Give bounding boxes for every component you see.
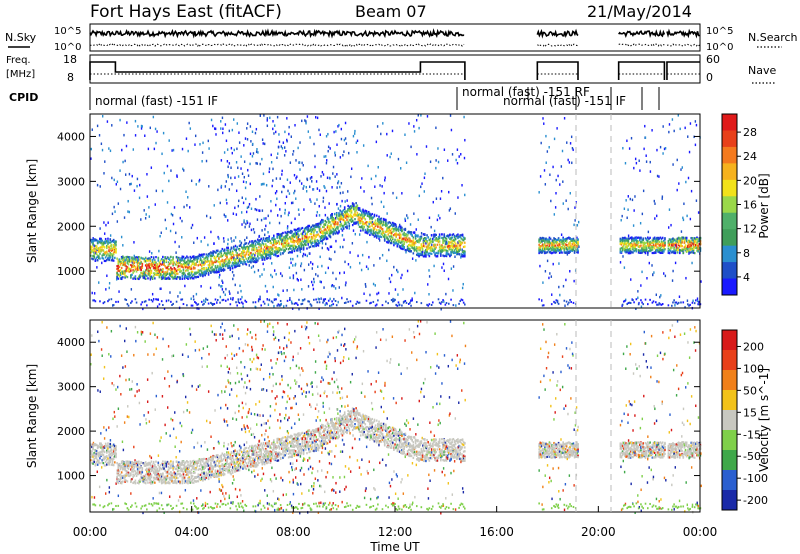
yaxis-tick-label: 3000 [57, 381, 85, 394]
time-tick-label: 00:00 [73, 525, 108, 539]
cpid-entry-3: normal (fast) -151 IF [503, 94, 626, 108]
nsky-trace [89, 28, 700, 39]
yaxis-tick-label: 2000 [57, 425, 85, 438]
freq-panel: Freq. [MHz] 18 8 60 0 Nave [6, 53, 776, 84]
colorbar-swatch [722, 163, 737, 181]
nsearch-label: N.Search [748, 31, 798, 44]
cpid-label: CPID [9, 91, 38, 104]
colorbar-tick-label: -100 [743, 472, 768, 485]
cpid-entry-2: normal (fast) -151 RF [462, 85, 590, 99]
velocity-heatmap-cells [90, 320, 702, 515]
noise-panel: N.Sky 10^5 10^0 10^5 10^0 N.Search [5, 23, 798, 53]
yaxis-tick-label: 4000 [57, 336, 85, 349]
yaxis-tick-label: 1000 [57, 265, 85, 278]
power-heatmap-cells [90, 114, 702, 311]
nave-label: Nave [748, 64, 776, 77]
nsky-tick-bottom: 10^0 [54, 42, 81, 53]
colorbar-tick-label: 8 [743, 247, 750, 260]
freq-panel-frame [89, 54, 701, 84]
colorbar-swatch [722, 212, 737, 230]
colorbar-swatch [722, 450, 737, 471]
colorbar-swatch [722, 245, 737, 263]
time-axis-label: Time UT [369, 540, 420, 554]
velocity-ylabel: Slant Range [km] [25, 364, 39, 468]
station-title: Fort Hays East (fitACF) [90, 2, 282, 22]
noise-panel-frame [89, 23, 701, 52]
colorbar-tick-label: 15 [743, 406, 757, 419]
cpid-row: CPID normal (fast) -151 IF normal (fast)… [9, 85, 660, 110]
colorbar-tick-label: 24 [743, 150, 757, 163]
time-tick-label: 20:00 [581, 525, 616, 539]
colorbar-swatch [722, 262, 737, 280]
colorbar-swatch [722, 350, 737, 371]
power-ylabel: Slant Range [km] [25, 159, 39, 263]
colorbar-tick-label: 28 [743, 126, 757, 139]
colorbar-tick-label: 20 [743, 174, 757, 187]
colorbar-swatch [722, 179, 737, 197]
time-tick-label: 08:00 [276, 525, 311, 539]
colorbar-swatch [722, 330, 737, 351]
colorbar-tick-label: 200 [743, 340, 764, 353]
nave-tick-bottom: 0 [706, 71, 713, 84]
colorbar-swatch [722, 130, 737, 148]
time-tick-label: 12:00 [378, 525, 413, 539]
yaxis-tick-label: 3000 [57, 175, 85, 188]
colorbar-swatch [722, 114, 737, 131]
nsearch-tick-top: 10^5 [706, 26, 733, 37]
colorbar-swatch [722, 390, 737, 411]
velocity-colorbar-label: Velocity [m s^-1] [757, 368, 771, 472]
power-yaxis: 1000 2000 3000 4000 [57, 130, 700, 278]
freq-unit-label: [MHz] [6, 69, 35, 80]
power-colorbar: 28 24 20 16 12 8 4 Power [dB] [721, 113, 771, 296]
yaxis-tick-label: 4000 [57, 130, 85, 143]
colorbar-tick-label: -15 [743, 428, 761, 441]
colorbar-swatch [722, 370, 737, 391]
freq-trace [89, 61, 700, 80]
date-label: 21/May/2014 [587, 2, 692, 21]
nsky-label: N.Sky [5, 31, 37, 44]
freq-tick-bottom: 8 [67, 71, 74, 84]
time-axis: 00:00 04:00 08:00 12:00 16:00 20:00 00:00 [73, 506, 718, 539]
power-panel: 1000 2000 3000 4000 Slant Range [km] [25, 113, 702, 311]
nsky-tick-top: 10^5 [54, 26, 81, 37]
colorbar-swatch [722, 278, 737, 296]
yaxis-tick-label: 2000 [57, 220, 85, 233]
nsearch-trace [90, 43, 700, 48]
velocity-yaxis: 1000 2000 3000 4000 [57, 336, 700, 483]
time-tick-label: 04:00 [174, 525, 209, 539]
colorbar-tick-label: 16 [743, 199, 757, 212]
colorbar-swatch [722, 196, 737, 214]
colorbar-swatch [722, 146, 737, 164]
beam-label: Beam 07 [355, 2, 427, 21]
power-colorbar-label: Power [dB] [757, 173, 771, 238]
colorbar-tick-label: 100 [743, 362, 764, 375]
colorbar-tick-label: 50 [743, 384, 757, 397]
colorbar-swatch [722, 430, 737, 451]
yaxis-tick-label: 1000 [57, 470, 85, 483]
colorbar-swatch [722, 490, 737, 511]
velocity-colorbar: 200 100 50 15 -15 -50 -100 -200 Velocity [m s^-… [721, 329, 771, 511]
cpid-entry-1: normal (fast) -151 IF [95, 94, 218, 108]
nave-tick-top: 60 [706, 53, 720, 66]
power-panel-frame [89, 113, 701, 309]
freq-tick-top: 18 [63, 53, 77, 66]
colorbar-swatch [722, 229, 737, 247]
colorbar-swatch [722, 410, 737, 431]
colorbar-tick-label: -200 [743, 494, 768, 507]
time-tick-label: 00:00 [683, 525, 718, 539]
time-tick-label: 16:00 [479, 525, 514, 539]
freq-label: Freq. [6, 55, 31, 66]
colorbar-tick-label: 12 [743, 223, 757, 236]
colorbar-tick-label: -50 [743, 450, 761, 463]
colorbar-swatch [722, 470, 737, 491]
colorbar-tick-label: 4 [743, 271, 750, 284]
nsearch-tick-bottom: 10^0 [706, 42, 733, 53]
